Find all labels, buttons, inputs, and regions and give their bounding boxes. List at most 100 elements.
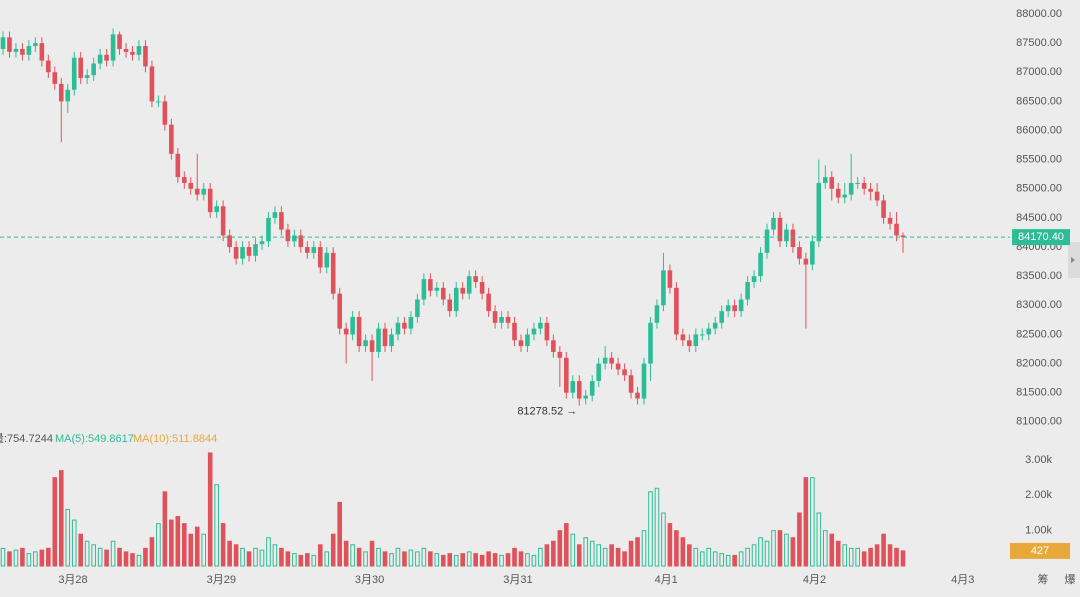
- volume-bar: [428, 551, 433, 567]
- y-tick-label: 83000.00: [1016, 299, 1062, 311]
- candle-body: [194, 188, 200, 195]
- volume-bar: [687, 544, 692, 567]
- volume-bar: [525, 553, 530, 567]
- candle-body: [20, 48, 25, 55]
- volume-bar: [421, 547, 427, 567]
- volume-bar: [408, 549, 414, 567]
- y-tick-label: 83500.00: [1016, 270, 1062, 282]
- volume-bar: [389, 553, 394, 567]
- volume-bar: [188, 533, 194, 567]
- candle-body: [570, 381, 576, 393]
- volume-bar: [369, 540, 375, 567]
- volume-bar: [65, 508, 71, 567]
- candle-body: [641, 363, 647, 399]
- volume-bar: [570, 533, 576, 567]
- candle-body: [564, 357, 569, 393]
- candle-body: [220, 206, 226, 236]
- volume-bar: [46, 547, 51, 567]
- volume-bar: [363, 551, 368, 567]
- volume-bar: [855, 547, 860, 567]
- candle-body: [156, 101, 161, 103]
- candle-body: [758, 252, 763, 277]
- candle-body: [402, 322, 407, 329]
- volume-bar: [84, 540, 90, 567]
- candle-body: [512, 322, 517, 341]
- volume-bar: [292, 553, 297, 567]
- y-tick-label: 84500.00: [1016, 212, 1062, 224]
- candle-body: [797, 247, 802, 259]
- candle-body: [648, 322, 653, 364]
- candle-body: [479, 282, 485, 294]
- candle-body: [738, 299, 744, 312]
- candle-body: [39, 43, 45, 61]
- candle-body: [259, 241, 265, 245]
- handle-arrow: [1071, 257, 1075, 263]
- volume-bar: [771, 530, 776, 567]
- x-tick-label: 3月30: [355, 574, 384, 586]
- x-tick-label: 3月28: [58, 574, 87, 586]
- candle-body: [389, 334, 394, 347]
- volume-bar: [680, 537, 686, 567]
- volume-bar: [512, 547, 517, 567]
- volume-bar: [130, 553, 135, 567]
- volume-bar: [745, 547, 750, 567]
- volume-bar: [544, 544, 550, 567]
- y-tick-label: 82500.00: [1016, 328, 1062, 340]
- volume-bar: [719, 553, 725, 567]
- candle-body: [298, 235, 304, 248]
- candle-body: [894, 223, 899, 236]
- candle-body: [279, 212, 284, 230]
- y-tick-label: 81000.00: [1016, 416, 1062, 428]
- candle-body: [285, 229, 291, 242]
- volume-bar: [848, 547, 854, 567]
- candle-body: [615, 363, 621, 370]
- volume-bar: [602, 547, 608, 567]
- volume-bar: [499, 554, 504, 567]
- volume-bar: [110, 540, 116, 567]
- volume-bar: [758, 537, 763, 567]
- volume-bar: [564, 523, 569, 567]
- candle-body: [887, 217, 893, 224]
- candle-body: [784, 229, 789, 242]
- candle-body: [376, 328, 381, 352]
- last-price-label: 84170.40: [1018, 231, 1064, 243]
- volume-bar: [479, 554, 485, 567]
- y-tick-label: 87000.00: [1016, 66, 1062, 78]
- ma5-legend: MA(5):549.8617: [55, 433, 134, 445]
- y-tick-label: 87500.00: [1016, 37, 1062, 49]
- candle-body: [136, 46, 142, 55]
- corner-button[interactable]: 爆: [1065, 572, 1076, 586]
- candle-body: [408, 316, 414, 329]
- volume-bar: [784, 533, 789, 567]
- candle-body: [246, 247, 252, 256]
- volume-bar: [751, 544, 757, 567]
- volume-bar: [473, 553, 478, 567]
- volume-bar: [156, 523, 161, 567]
- candle-body: [816, 182, 822, 242]
- volume-bar: [78, 533, 83, 567]
- volume-bar: [835, 540, 841, 567]
- candle-body: [440, 287, 446, 300]
- candle-body: [635, 392, 640, 399]
- volume-bar: [712, 551, 718, 567]
- candle-body: [674, 287, 679, 335]
- candle-body: [52, 72, 58, 84]
- volume-bar: [641, 530, 647, 567]
- candle-body: [214, 206, 219, 213]
- volume-bar: [674, 530, 679, 567]
- candle-body: [473, 276, 478, 283]
- y-tick-label: 86000.00: [1016, 124, 1062, 136]
- volume-bar: [33, 551, 38, 567]
- candle-body: [712, 322, 718, 329]
- candle-body: [661, 270, 666, 306]
- volume-tick-label: 2.00k: [1025, 489, 1052, 501]
- corner-button[interactable]: 筹: [1038, 572, 1049, 586]
- last-price-box: [1012, 229, 1070, 246]
- candle-body: [453, 287, 459, 312]
- volume-bar: [881, 533, 886, 567]
- y-tick-label: 85500.00: [1016, 154, 1062, 166]
- candle-body: [551, 340, 556, 352]
- candle-body: [460, 287, 466, 294]
- candle-body: [855, 182, 860, 184]
- candle-body: [0, 37, 6, 49]
